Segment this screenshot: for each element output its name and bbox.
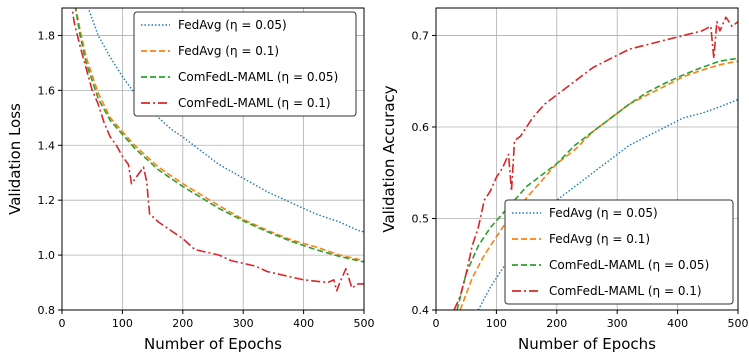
accuracy-legend-box	[504, 199, 734, 305]
accuracy-x-ticks: 0 100 200 300 400 500	[433, 310, 749, 330]
accuracy-x-tick-label: 300	[607, 317, 628, 330]
loss-y-tick-label: 1.4	[38, 139, 56, 152]
loss-x-axis-label: Number of Epochs	[144, 335, 282, 353]
loss-series-comfedl-maml-0-1	[71, 8, 364, 292]
accuracy-legend-label-fedavg-005: FedAvg (η = 0.05)	[549, 206, 658, 220]
loss-y-tick-label: 0.8	[38, 304, 56, 317]
accuracy-y-tick-label: 0.4	[412, 304, 430, 317]
accuracy-series	[453, 16, 738, 310]
loss-x-ticks: 0 100 200 300 400 500	[59, 310, 375, 330]
accuracy-y-tick-label: 0.6	[412, 121, 430, 134]
accuracy-x-axis-label: Number of Epochs	[518, 335, 656, 353]
loss-y-axis-label: Validation Loss	[6, 103, 24, 215]
accuracy-series-comfedl-maml-0-1	[453, 16, 738, 310]
loss-series-fedavg-0-1	[74, 8, 364, 262]
accuracy-legend: FedAvg (η = 0.05) FedAvg (η = 0.1) ComFe…	[504, 199, 734, 305]
loss-plot-frame	[61, 7, 365, 311]
loss-x-tick-label: 500	[354, 317, 375, 330]
loss-x-tick-label: 100	[112, 317, 133, 330]
loss-legend-label-fedavg-01: FedAvg (η = 0.1)	[178, 44, 279, 58]
loss-y-ticks: 0.8 1.0 1.2 1.4 1.6 1.8	[38, 29, 62, 317]
accuracy-plot-frame	[435, 7, 739, 311]
loss-y-tick-label: 1.8	[38, 29, 56, 42]
loss-chart: 0 100 200 300 400 500 0.8 1.0 1.2 1.4 1.6 1.8 Numb…	[6, 7, 375, 353]
loss-legend-label-fedavg-005: FedAvg (η = 0.05)	[178, 18, 287, 32]
loss-y-tick-label: 1.2	[38, 194, 56, 207]
loss-y-tick-label: 1.0	[38, 249, 56, 262]
loss-y-tick-label: 1.6	[38, 84, 56, 97]
loss-legend-box	[133, 11, 357, 117]
accuracy-y-tick-label: 0.5	[412, 212, 430, 225]
accuracy-x-tick-label: 500	[728, 317, 749, 330]
accuracy-x-tick-label: 200	[546, 317, 567, 330]
loss-series	[71, 8, 364, 292]
accuracy-y-axis-label: Validation Accuracy	[380, 85, 398, 232]
accuracy-x-tick-label: 100	[486, 317, 507, 330]
accuracy-x-tick-label: 400	[667, 317, 688, 330]
loss-x-tick-label: 400	[293, 317, 314, 330]
accuracy-chart: 0 100 200 300 400 500 0.4 0.5 0.6 0.7 Number of …	[380, 7, 749, 353]
accuracy-y-ticks: 0.4 0.5 0.6 0.7	[412, 29, 436, 317]
loss-x-tick-label: 0	[59, 317, 66, 330]
accuracy-legend-label-fedavg-01: FedAvg (η = 0.1)	[549, 232, 650, 246]
loss-series-comfedl-maml-0-05	[74, 8, 364, 263]
accuracy-x-tick-label: 0	[433, 317, 440, 330]
accuracy-series-comfedl-maml-0-05	[456, 57, 738, 310]
accuracy-legend-label-comfedl-01: ComFedL-MAML (η = 0.1)	[549, 284, 702, 298]
accuracy-series-fedavg-0-1	[459, 60, 738, 310]
loss-legend-label-comfedl-005: ComFedL-MAML (η = 0.05)	[178, 70, 338, 84]
loss-legend: FedAvg (η = 0.05) FedAvg (η = 0.1) ComFe…	[133, 11, 357, 117]
loss-legend-label-comfedl-01: ComFedL-MAML (η = 0.1)	[178, 96, 331, 110]
loss-x-tick-label: 200	[172, 317, 193, 330]
accuracy-legend-label-comfedl-005: ComFedL-MAML (η = 0.05)	[549, 258, 709, 272]
loss-x-tick-label: 300	[233, 317, 254, 330]
accuracy-y-tick-label: 0.7	[412, 29, 430, 42]
